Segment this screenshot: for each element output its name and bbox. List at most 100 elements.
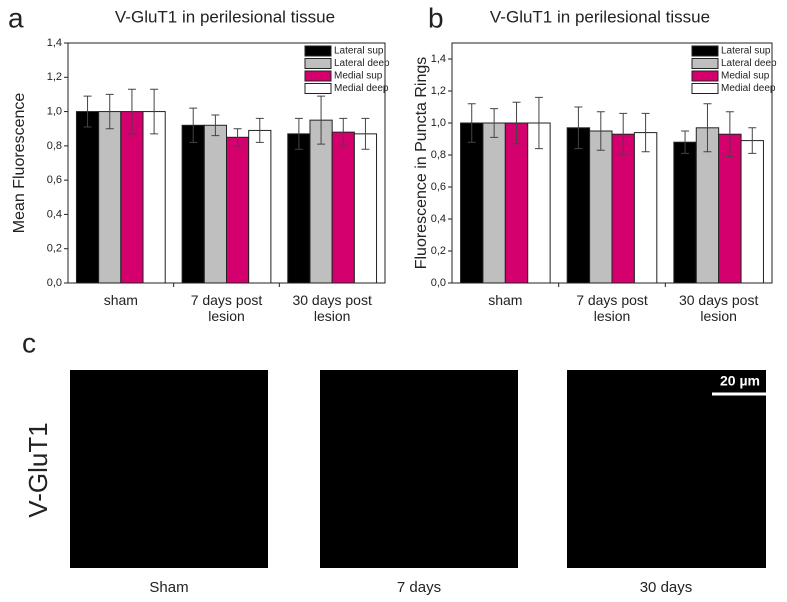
scale-bar-label: 20 µm: [720, 373, 760, 389]
bar: [331, 131, 355, 284]
chart-title: V-GluT1 in perilesional tissue: [490, 7, 710, 26]
error-bar: [725, 111, 734, 158]
image-caption: 7 days: [397, 579, 441, 596]
y-tick-label: 0,2: [431, 245, 446, 257]
error-bar: [150, 88, 159, 135]
y-tick-label: 0,2: [47, 243, 62, 255]
bar: [120, 111, 144, 284]
y-tick-label: 0,8: [47, 140, 62, 152]
legend-swatch: [304, 58, 332, 69]
chart-title: V-GluT1 in perilesional tissue: [115, 7, 335, 26]
error-bar: [467, 103, 476, 143]
error-bar: [189, 107, 198, 143]
legend-label: Medial sup: [334, 71, 383, 82]
error-bar: [233, 128, 242, 147]
micrograph: [320, 370, 518, 568]
panel-label: b: [428, 2, 444, 33]
x-tick-label: 30 days post lesion: [678, 292, 759, 324]
error-bar: [534, 96, 543, 150]
legend-label: Lateral deep: [334, 58, 390, 69]
error-bar: [703, 103, 712, 153]
panel-label: c: [22, 327, 36, 358]
error-bar: [255, 117, 264, 143]
plot-frame: [67, 42, 386, 284]
bar: [353, 133, 378, 284]
error-bar: [317, 95, 326, 145]
y-tick-label: 1,4: [431, 53, 446, 65]
legend-swatch: [304, 83, 332, 94]
bar: [611, 133, 635, 284]
legend-label: Lateral sup: [334, 46, 384, 57]
x-tick-label: 30 days post lesion: [292, 292, 372, 324]
bar: [287, 133, 311, 284]
x-tick-label: sham: [103, 292, 138, 308]
error-bar: [211, 114, 220, 137]
error-bar: [105, 93, 114, 130]
image-caption: Sham: [149, 579, 188, 596]
legend-label: Medial deep: [334, 83, 389, 94]
legend-label: Medial deep: [721, 83, 776, 94]
error-bar: [361, 117, 370, 150]
image-caption: 30 days: [640, 579, 693, 596]
micrograph: [70, 370, 268, 568]
y-tick-label: 0,6: [431, 181, 446, 193]
y-tick-label: 1,2: [431, 85, 446, 97]
x-tick-label: 7 days post lesion: [576, 292, 648, 324]
bar: [181, 124, 205, 284]
error-bar: [681, 130, 690, 154]
x-tick-label: sham: [488, 292, 523, 308]
legend-label: Lateral deep: [721, 58, 777, 69]
y-tick-label: 0,8: [431, 149, 446, 161]
panel-label: a: [8, 2, 24, 33]
error-bar: [294, 117, 303, 150]
error-bar: [748, 127, 757, 154]
legend-swatch: [304, 70, 332, 82]
bar: [633, 132, 658, 284]
bar: [248, 129, 272, 284]
bar: [203, 124, 227, 284]
x-tick-label: 7 days post lesion: [190, 292, 263, 324]
bar: [504, 122, 529, 284]
y-tick-label: 1,0: [47, 105, 62, 117]
error-bar: [127, 88, 136, 135]
error-bar: [490, 108, 499, 138]
y-tick-label: 0,0: [431, 277, 446, 289]
bar: [142, 111, 166, 284]
bar: [482, 122, 506, 284]
legend-swatch: [691, 58, 719, 69]
bar: [673, 141, 697, 284]
y-tick-label: 1,2: [47, 71, 62, 83]
bar: [75, 111, 100, 284]
legend-swatch: [691, 45, 719, 57]
bar: [589, 130, 613, 284]
y-tick-label: 1,0: [431, 117, 446, 129]
error-bar: [339, 117, 348, 147]
micrograph: 20 µm: [567, 370, 766, 568]
bar: [98, 111, 122, 284]
legend-label: Medial sup: [721, 71, 770, 82]
y-tick-label: 0,4: [47, 208, 62, 220]
error-bar: [83, 95, 92, 128]
error-bar: [596, 111, 605, 151]
plot-frame: [451, 42, 773, 284]
y-tick-label: 0,6: [47, 174, 62, 186]
legend-swatch: [304, 45, 332, 57]
legend-swatch: [691, 70, 719, 82]
error-bar: [512, 101, 521, 145]
error-bar: [641, 112, 650, 153]
legend-swatch: [691, 83, 719, 94]
y-axis-label: Mean Fluorescence: [11, 93, 28, 234]
bar: [566, 127, 591, 284]
bar: [226, 136, 250, 284]
error-bar: [574, 106, 583, 150]
y-tick-label: 0,4: [431, 213, 446, 225]
bar: [460, 122, 484, 284]
legend-label: Lateral sup: [721, 46, 771, 57]
y-axis-label: Fluorescence in Puncta Rings: [413, 57, 430, 270]
y-tick-label: 1,4: [47, 37, 62, 49]
error-bar: [619, 112, 628, 156]
y-tick-label: 0,0: [47, 277, 62, 289]
row-label: V-GluT1: [23, 422, 53, 517]
